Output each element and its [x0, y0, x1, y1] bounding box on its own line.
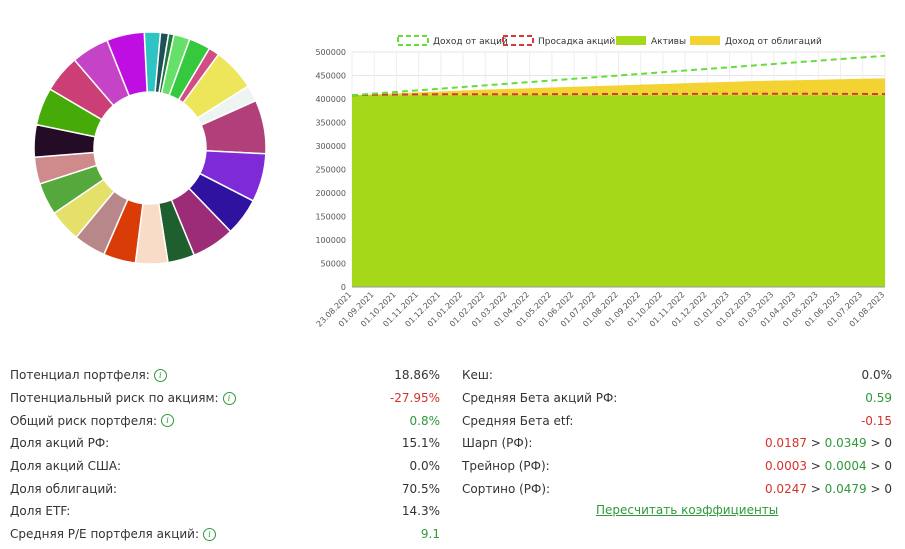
- stat-row: Средняя Бета акций РФ: 0.59: [462, 387, 892, 410]
- stat-label: Доля акций США:: [10, 459, 122, 474]
- info-icon[interactable]: i: [161, 414, 175, 428]
- stat-label: Шарп (РФ):: [462, 436, 533, 451]
- y-tick-label: 150000: [315, 213, 346, 222]
- legend-item[interactable]: Доход от облигаций: [690, 36, 822, 47]
- stat-value: 18.86%: [394, 368, 440, 383]
- y-tick-label: 100000: [315, 236, 346, 245]
- stat-label: Средняя Бета акций РФ:: [462, 391, 618, 406]
- assets-area: [352, 95, 885, 288]
- stat-row: Доля акций РФ: 15.1%: [10, 432, 440, 455]
- stat-label: Доля облигаций:: [10, 481, 118, 496]
- stocks-income-line: [351, 54, 886, 97]
- stat-label: Общий риск портфеля: i: [10, 414, 175, 428]
- info-icon[interactable]: i: [203, 527, 216, 541]
- stat-label: Доля ETF:: [10, 504, 71, 519]
- stats-right-panel: Кеш: 0.0% Средняя Бета акций РФ: 0.59 Ср…: [462, 364, 892, 500]
- stat-row: Сортино (РФ): 0.0247 > 0.0479 > 0: [462, 477, 892, 500]
- stat-row: Трейнор (РФ): 0.0003 > 0.0004 > 0: [462, 455, 892, 478]
- stat-value: 15.1%: [401, 436, 440, 451]
- info-icon[interactable]: i: [153, 368, 167, 382]
- stat-value: 0.0187 > 0.0349 > 0: [764, 436, 892, 451]
- legend-label: Просадка акций: [538, 37, 615, 47]
- stat-value: 14.3%: [401, 504, 440, 519]
- stat-value: 0.0%: [409, 459, 441, 474]
- stat-row: Общий риск портфеля: i 0.8%: [10, 409, 440, 432]
- stat-value: 0.59: [865, 391, 892, 406]
- y-tick-label: 200000: [315, 189, 346, 198]
- y-tick-label: 400000: [315, 95, 346, 104]
- stat-row: Потенциал портфеля: i 18.86%: [10, 364, 440, 387]
- stat-value: 70.5%: [401, 481, 440, 496]
- y-tick-label: 50000: [321, 260, 346, 269]
- y-tick-label: 300000: [315, 142, 346, 151]
- portfolio-area-chart: Доход от акций Просадка акций Активы Доход …: [315, 35, 886, 329]
- stat-label: Сортино (РФ):: [462, 481, 551, 496]
- legend-item[interactable]: Доход от акций: [397, 35, 508, 47]
- stat-label: Кеш:: [462, 368, 493, 383]
- stat-row: Кеш: 0.0%: [462, 364, 892, 387]
- stat-row: Шарп (РФ): 0.0187 > 0.0349 > 0: [462, 432, 892, 455]
- y-tick-label: 350000: [315, 119, 346, 128]
- stat-value: 0.0%: [861, 368, 893, 383]
- stat-label: Потенциальный риск по акциям: i: [10, 391, 236, 405]
- stat-value: -0.15: [860, 413, 892, 428]
- legend-label: Доход от облигаций: [725, 37, 822, 47]
- info-icon[interactable]: i: [222, 391, 236, 405]
- stat-value: -27.95%: [389, 391, 440, 406]
- stat-row: Доля ETF: 14.3%: [10, 500, 440, 523]
- stat-label: Трейнор (РФ):: [462, 459, 550, 474]
- stocks-drawdown-line: [351, 92, 886, 97]
- stat-row: Средняя Бета etf: -0.15: [462, 409, 892, 432]
- portfolio-donut-chart: [33, 31, 267, 265]
- legend-label: Доход от акций: [433, 37, 508, 47]
- legend-label: Активы: [651, 37, 686, 47]
- y-tick-label: 0: [341, 283, 346, 292]
- stat-value: 9.1: [420, 527, 440, 542]
- stat-value: 0.0247 > 0.0479 > 0: [764, 481, 892, 496]
- legend-item[interactable]: Активы: [616, 36, 686, 47]
- donut-segment[interactable]: [106, 31, 148, 97]
- y-tick-label: 250000: [315, 166, 346, 175]
- stat-label: Доля акций РФ:: [10, 436, 110, 451]
- stat-row: Потенциальный риск по акциям: i -27.95%: [10, 387, 440, 410]
- stat-row: Доля акций США: 0.0%: [10, 455, 440, 478]
- y-tick-label: 450000: [315, 72, 346, 81]
- stat-label: Потенциал портфеля: i: [10, 368, 167, 382]
- stat-row: Средняя P/E портфеля акций: i 9.1: [10, 523, 440, 546]
- stat-value: 0.0003 > 0.0004 > 0: [764, 459, 892, 474]
- legend-item[interactable]: Просадка акций: [502, 35, 615, 47]
- stat-row: Доля облигаций: 70.5%: [10, 477, 440, 500]
- stat-label: Средняя P/E портфеля акций: i: [10, 527, 216, 541]
- y-tick-label: 500000: [315, 48, 346, 57]
- recalculate-coefficients-link[interactable]: Пересчитать коэффициенты: [596, 503, 779, 517]
- stats-left-panel: Потенциал портфеля: i 18.86% Потенциальны…: [10, 364, 440, 546]
- stat-value: 0.8%: [409, 413, 441, 428]
- stat-label: Средняя Бета etf:: [462, 413, 574, 428]
